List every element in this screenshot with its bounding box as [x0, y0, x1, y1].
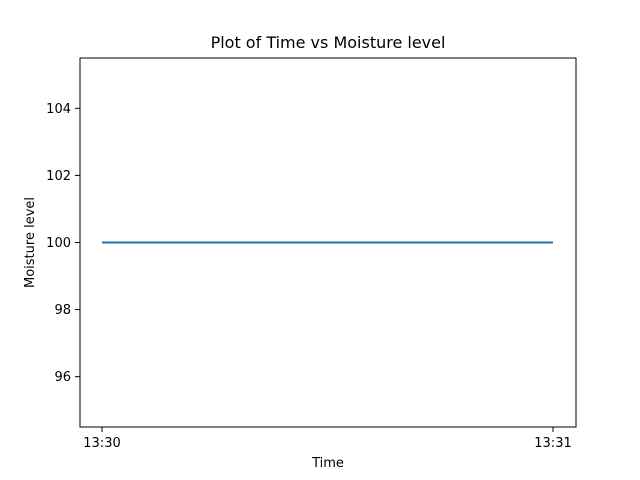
x-tick-label: 13:30	[83, 436, 120, 451]
y-tick-label: 96	[54, 370, 71, 385]
y-tick-label: 102	[46, 169, 71, 184]
chart-title: Plot of Time vs Moisture level	[211, 33, 446, 52]
y-axis-ticks: 96 98 100 102 104	[46, 102, 80, 385]
y-axis-label: Moisture level	[23, 197, 38, 288]
x-axis-label: Time	[311, 456, 344, 471]
y-tick-label: 98	[54, 303, 71, 318]
y-tick-label: 100	[46, 236, 71, 251]
y-tick-label: 104	[46, 102, 71, 117]
x-axis-ticks: 13:30 13:31	[83, 427, 572, 451]
x-tick-label: 13:31	[534, 436, 571, 451]
